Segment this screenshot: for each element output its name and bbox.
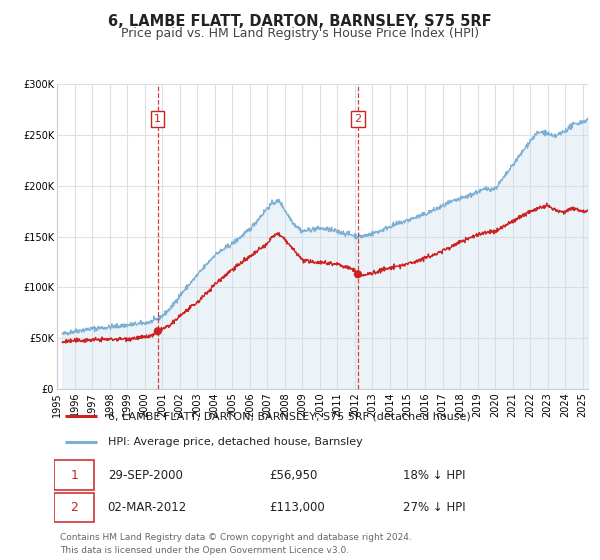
Text: 29-SEP-2000: 29-SEP-2000 <box>108 469 182 482</box>
Text: 6, LAMBE FLATT, DARTON, BARNSLEY, S75 5RF: 6, LAMBE FLATT, DARTON, BARNSLEY, S75 5R… <box>108 14 492 29</box>
Text: 1: 1 <box>154 114 161 124</box>
Point <box>153 327 163 336</box>
Text: HPI: Average price, detached house, Barnsley: HPI: Average price, detached house, Barn… <box>108 437 362 446</box>
Text: £56,950: £56,950 <box>269 469 317 482</box>
Text: 18% ↓ HPI: 18% ↓ HPI <box>403 469 466 482</box>
Text: Contains HM Land Registry data © Crown copyright and database right 2024.
This d: Contains HM Land Registry data © Crown c… <box>60 533 412 554</box>
Text: 6, LAMBE FLATT, DARTON, BARNSLEY, S75 5RF (detached house): 6, LAMBE FLATT, DARTON, BARNSLEY, S75 5R… <box>108 412 470 421</box>
Text: £113,000: £113,000 <box>269 501 325 514</box>
Text: 2: 2 <box>70 501 78 514</box>
Text: 27% ↓ HPI: 27% ↓ HPI <box>403 501 466 514</box>
Text: Price paid vs. HM Land Registry's House Price Index (HPI): Price paid vs. HM Land Registry's House … <box>121 27 479 40</box>
FancyBboxPatch shape <box>54 460 94 490</box>
Text: 02-MAR-2012: 02-MAR-2012 <box>108 501 187 514</box>
Text: 1: 1 <box>70 469 78 482</box>
FancyBboxPatch shape <box>54 493 94 522</box>
Point <box>353 270 363 279</box>
Text: 2: 2 <box>355 114 361 124</box>
